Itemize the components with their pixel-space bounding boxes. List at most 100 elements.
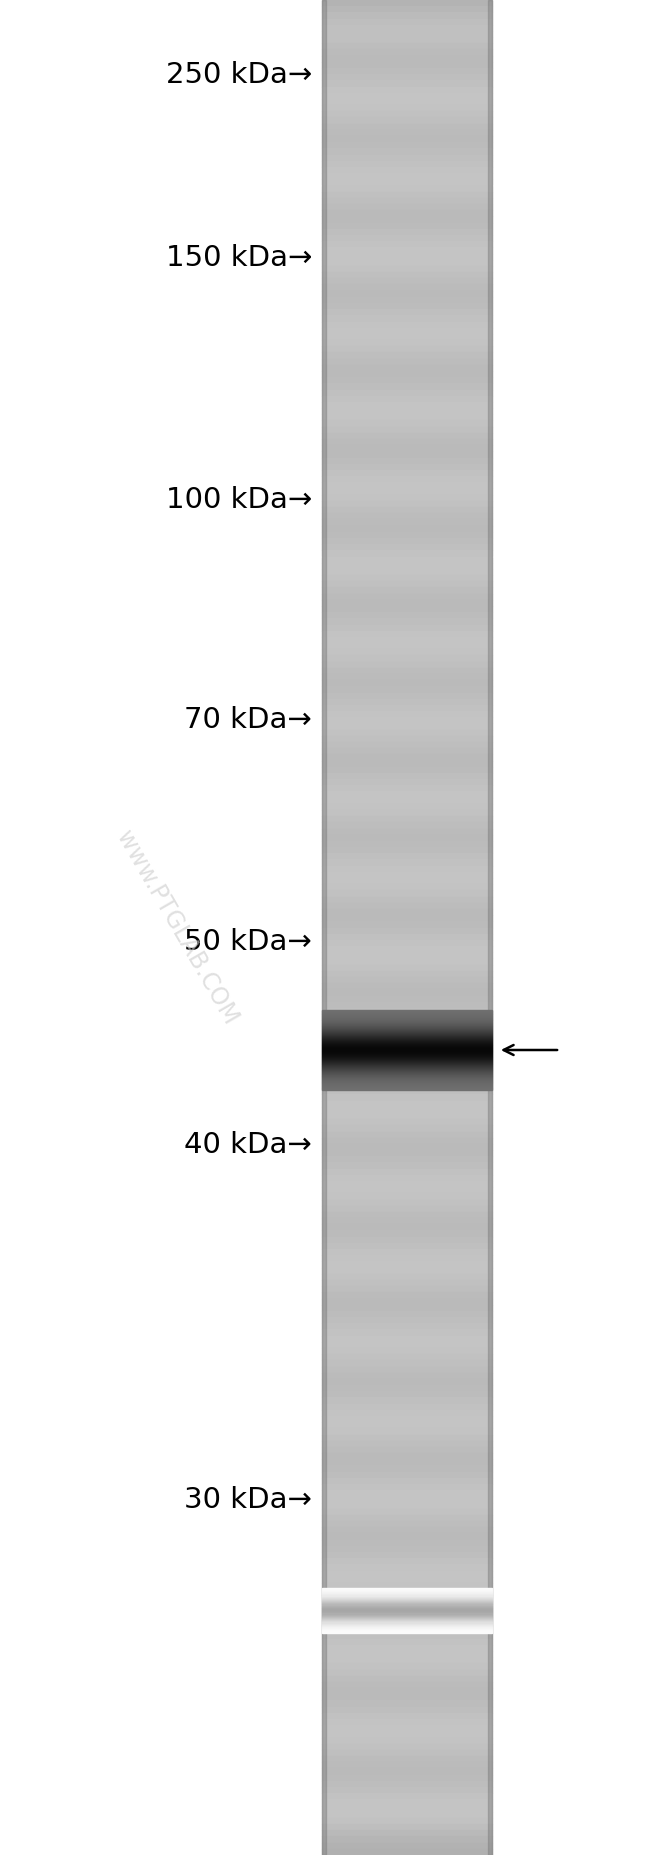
Bar (322, 1089, 492, 1094)
Bar (322, 1775, 492, 1781)
Bar (322, 618, 492, 625)
Bar (322, 668, 492, 673)
Bar (322, 148, 492, 154)
Bar (322, 1619, 492, 1627)
Bar (322, 1595, 492, 1601)
Bar (322, 445, 492, 451)
Bar (322, 1490, 492, 1497)
Bar (322, 970, 492, 978)
Bar (322, 978, 492, 983)
Bar (322, 315, 492, 321)
Bar (322, 903, 492, 909)
Bar (322, 124, 492, 130)
Bar (322, 1478, 492, 1484)
Bar (322, 983, 492, 989)
Bar (322, 748, 492, 755)
Bar (322, 371, 492, 377)
Bar (322, 254, 492, 260)
Bar (322, 766, 492, 774)
Bar (322, 946, 492, 952)
Bar (322, 1336, 492, 1341)
Bar (322, 1831, 492, 1836)
Bar (322, 260, 492, 265)
Bar (322, 1608, 492, 1614)
Bar (322, 1397, 492, 1404)
Bar (322, 1057, 492, 1063)
Bar (322, 0, 326, 1855)
Bar (322, 1471, 492, 1478)
Bar (322, 13, 492, 19)
Bar (322, 1503, 492, 1508)
Bar (322, 24, 492, 32)
Bar (322, 588, 492, 594)
Bar (322, 699, 492, 705)
Bar (322, 798, 492, 803)
Bar (322, 1026, 492, 1033)
Bar (322, 403, 492, 408)
Bar (322, 488, 492, 495)
Bar (322, 575, 492, 581)
Bar (322, 1749, 492, 1757)
Bar (322, 377, 492, 384)
Bar (322, 1558, 492, 1564)
Bar (322, 217, 492, 223)
Bar (322, 989, 492, 996)
Bar (322, 692, 492, 699)
Bar (322, 1571, 492, 1577)
Bar (322, 1261, 492, 1267)
Bar (322, 1187, 492, 1193)
Bar (322, 792, 492, 798)
Bar (322, 1206, 492, 1211)
Bar (322, 74, 492, 80)
Bar (322, 265, 492, 273)
Bar (322, 1378, 492, 1386)
Bar (322, 1757, 492, 1762)
Bar (322, 1497, 492, 1503)
Bar (322, 1404, 492, 1410)
Bar (322, 1582, 492, 1590)
Bar (322, 247, 492, 254)
Bar (322, 1248, 492, 1256)
Bar (322, 959, 492, 965)
Bar (322, 594, 492, 599)
Bar (322, 1274, 492, 1280)
Bar (322, 1200, 492, 1206)
Bar (322, 774, 492, 779)
Bar (322, 1311, 492, 1317)
Bar (322, 1670, 492, 1675)
Bar (322, 302, 492, 310)
Bar (322, 1007, 492, 1015)
Bar (322, 204, 492, 210)
Bar (322, 1015, 492, 1020)
Bar (322, 1794, 492, 1799)
Bar (322, 723, 492, 729)
Bar (322, 1330, 492, 1336)
Bar (322, 1323, 492, 1330)
Bar (322, 562, 492, 569)
Bar (322, 1694, 492, 1701)
Bar (322, 1230, 492, 1237)
Bar (322, 80, 492, 87)
Bar (322, 1219, 492, 1224)
Bar (322, 877, 492, 885)
Bar (322, 464, 492, 469)
Bar (322, 1367, 492, 1373)
Bar (322, 1293, 492, 1298)
Bar (322, 1701, 492, 1707)
Bar (322, 1002, 492, 1007)
Bar (322, 1688, 492, 1694)
Bar (322, 761, 492, 766)
Bar (322, 848, 492, 853)
Bar (322, 501, 492, 506)
Bar (322, 321, 492, 328)
Bar (322, 525, 492, 532)
Bar (322, 1768, 492, 1775)
Bar (322, 1675, 492, 1682)
Bar (322, 1052, 492, 1057)
Bar (322, 952, 492, 959)
Bar (322, 440, 492, 445)
Bar (322, 173, 492, 180)
Bar (322, 1286, 492, 1293)
Bar (322, 1063, 492, 1070)
Bar (322, 933, 492, 940)
